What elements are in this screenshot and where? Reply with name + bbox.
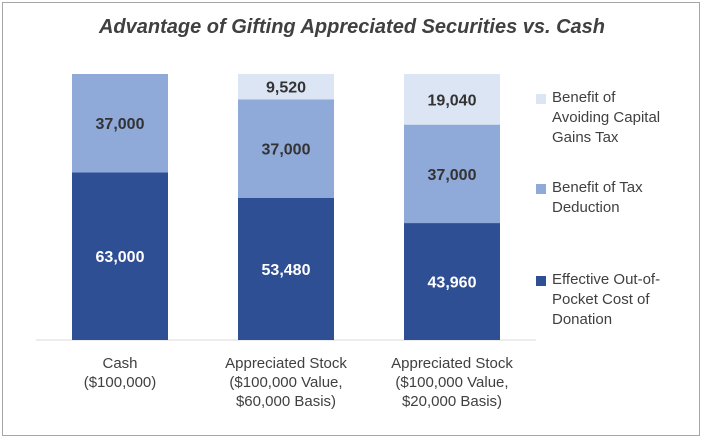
bar-tax-deduction-cash [72, 74, 168, 173]
legend-label-capital-gains: Benefit of Avoiding Capital Gains Tax [552, 89, 661, 146]
data-label-capital-gains-stock-60k-basis: 9,520 [266, 80, 306, 97]
category-label-cash: Cash ($100,000) [83, 355, 157, 391]
data-label-out-of-pocket-cash: 63,000 [96, 249, 145, 266]
data-label-tax-deduction-cash: 37,000 [96, 116, 145, 133]
bar-out-of-pocket-cash [72, 172, 168, 340]
bar-tax-deduction-stock-20k-basis [404, 124, 500, 224]
bar-out-of-pocket-stock-60k-basis [238, 197, 334, 340]
bar-capital-gains-stock-20k-basis [404, 74, 500, 125]
legend-swatch-out-of-pocket [536, 276, 546, 286]
legend-swatch-tax-deduction [536, 184, 546, 194]
data-label-capital-gains-stock-20k-basis: 19,040 [428, 92, 477, 109]
chart-title: Advantage of Gifting Appreciated Securit… [98, 16, 606, 38]
category-label-stock-20k-basis: Appreciated Stock ($100,000 Value, $20,0… [391, 355, 513, 410]
legend-swatch-capital-gains [536, 94, 546, 104]
legend-label-out-of-pocket: Effective Out-of- Pocket Cost of Donatio… [552, 271, 661, 328]
bar-capital-gains-stock-60k-basis [238, 74, 334, 100]
bar-tax-deduction-stock-60k-basis [238, 99, 334, 198]
bar-out-of-pocket-stock-20k-basis [404, 223, 500, 340]
data-label-tax-deduction-stock-60k-basis: 37,000 [262, 142, 311, 159]
legend-label-tax-deduction: Benefit of Tax Deduction [552, 179, 643, 216]
data-label-out-of-pocket-stock-20k-basis: 43,960 [428, 275, 477, 292]
category-label-stock-60k-basis: Appreciated Stock ($100,000 Value, $60,0… [225, 355, 347, 410]
data-label-tax-deduction-stock-20k-basis: 37,000 [428, 167, 477, 184]
data-label-out-of-pocket-stock-60k-basis: 53,480 [262, 262, 311, 279]
